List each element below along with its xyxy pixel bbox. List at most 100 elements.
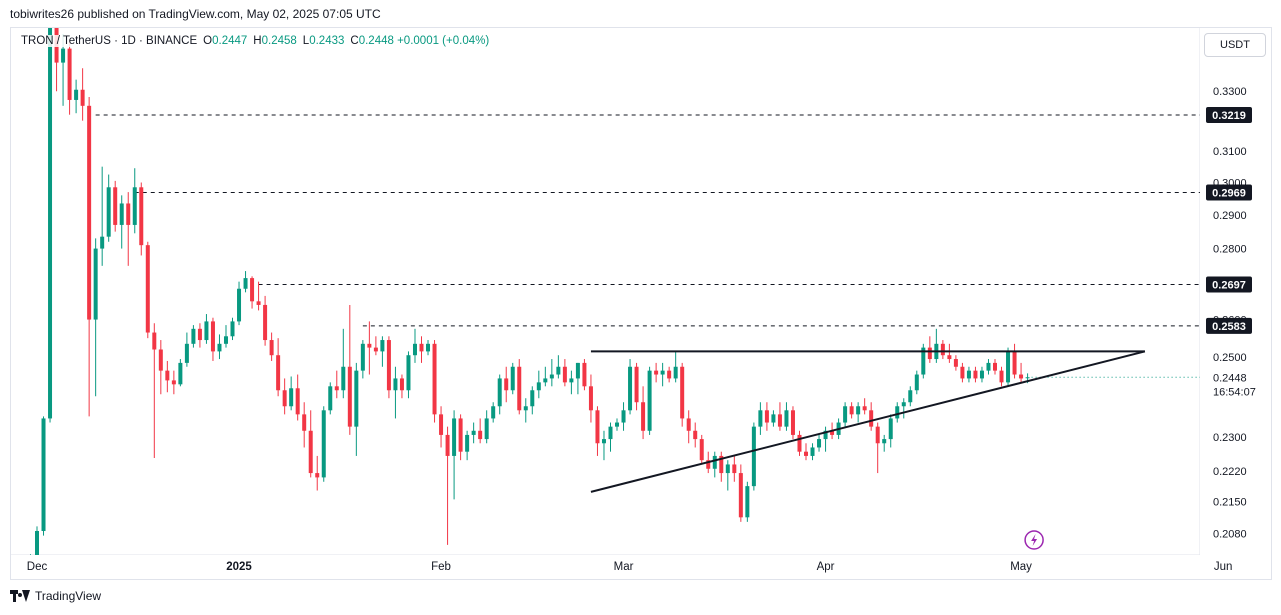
candle-body — [706, 460, 711, 469]
candle-body — [113, 187, 118, 225]
candle — [745, 481, 750, 522]
candle-body — [321, 410, 326, 478]
candle — [569, 370, 574, 395]
x-tick-label: Dec — [27, 561, 48, 573]
candle — [145, 241, 150, 339]
candle-body — [556, 366, 561, 375]
candle-body — [536, 382, 541, 391]
candle — [823, 426, 828, 452]
candle-body — [699, 439, 704, 461]
candle-body — [771, 414, 776, 423]
candle-body — [210, 321, 215, 352]
candle — [210, 317, 215, 361]
candle — [158, 340, 163, 395]
candle-body — [165, 370, 170, 381]
candle — [106, 174, 111, 242]
level-price-tag — [1206, 276, 1252, 293]
ohlc-c: C0.2448 — [344, 35, 394, 47]
candle-body — [875, 426, 880, 444]
candle — [165, 360, 170, 393]
candle-body — [478, 430, 483, 440]
candle — [100, 166, 105, 266]
candle — [777, 402, 782, 431]
candle-body — [87, 105, 92, 320]
candle-body — [15, 571, 19, 576]
candle-body — [693, 430, 698, 440]
candle — [354, 362, 359, 456]
candle — [843, 402, 848, 427]
footer-brand[interactable]: TradingView — [10, 589, 101, 603]
candle-body — [856, 406, 861, 415]
symbol-name[interactable]: TRON / TetherUS · 1D · BINANCE — [21, 35, 198, 47]
candle — [543, 366, 548, 387]
ohlc-value: 0.2433 — [309, 35, 345, 47]
candle — [621, 402, 626, 431]
candle — [530, 386, 535, 415]
y-tick-label: 0.2300 — [1213, 432, 1247, 444]
candle-body — [849, 406, 854, 415]
candle-body — [48, 28, 53, 419]
candle — [927, 336, 932, 363]
candle-body — [452, 418, 457, 456]
candle-body — [347, 366, 352, 427]
lightning-icon[interactable] — [1024, 530, 1044, 550]
candle-body — [523, 406, 528, 411]
candle-body — [517, 366, 522, 411]
candle — [667, 366, 672, 383]
candle-body — [158, 349, 163, 371]
candle-body — [804, 451, 809, 456]
candle — [152, 323, 157, 459]
candle-body — [237, 288, 242, 322]
ohlc-value: 0.2458 — [261, 35, 297, 47]
candle — [523, 398, 528, 423]
candle-body — [582, 362, 587, 387]
candle-body — [126, 203, 131, 225]
candle — [22, 561, 26, 578]
candle — [797, 430, 802, 456]
x-axis: Dec 2025 Feb Mar Apr May Jun — [27, 561, 1233, 573]
currency-button[interactable]: USDT — [1204, 33, 1266, 57]
candle — [817, 434, 822, 452]
candle-body — [204, 321, 209, 341]
candle-body — [725, 464, 730, 474]
ohlc-change: +0.0001 (+0.04%) — [394, 35, 489, 47]
candle-body — [634, 366, 639, 403]
candle-body — [530, 390, 535, 407]
candle — [517, 359, 522, 415]
candle-body — [543, 378, 548, 383]
candle-body — [621, 410, 626, 423]
candle — [373, 336, 378, 356]
candle-body — [491, 406, 496, 419]
candle — [367, 321, 372, 375]
level-price-tag — [1206, 317, 1252, 334]
candle-body — [921, 347, 926, 375]
candle — [217, 334, 222, 360]
candle — [784, 402, 789, 431]
x-tick-label: Apr — [817, 561, 835, 573]
triangle-rising-line — [590, 350, 1146, 493]
candle — [334, 370, 339, 399]
x-tick-label: Jun — [1214, 561, 1233, 573]
candle — [67, 40, 72, 115]
candle — [119, 195, 124, 249]
candle-body — [1012, 351, 1017, 375]
candle — [875, 422, 880, 474]
candle-body — [777, 414, 782, 427]
ohlc-value: 0.2448 — [358, 35, 394, 47]
candle-body — [145, 245, 150, 333]
candle — [230, 317, 235, 341]
candle — [1019, 362, 1024, 383]
candle — [484, 410, 489, 444]
candle — [608, 422, 613, 452]
level-price-label: 0.2583 — [1212, 321, 1246, 333]
candle-body — [615, 422, 620, 427]
candle — [921, 343, 926, 379]
candle — [263, 295, 268, 346]
candle — [719, 451, 724, 482]
candle — [243, 271, 248, 293]
candle-body — [406, 355, 411, 391]
candle — [504, 366, 509, 403]
candle-body — [132, 187, 137, 225]
candle — [126, 192, 131, 266]
